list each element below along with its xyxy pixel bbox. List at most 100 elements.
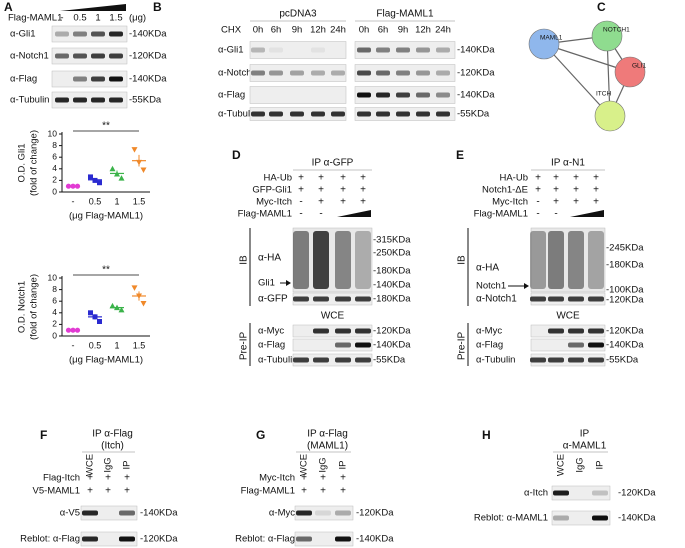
label: + (301, 473, 307, 484)
point (131, 147, 138, 153)
point (109, 165, 116, 172)
band (396, 92, 410, 98)
band (376, 92, 390, 98)
band (251, 47, 265, 53)
panel-label: A (4, 0, 13, 14)
label: α-Tubulin (258, 355, 297, 366)
blot (551, 485, 611, 501)
band (313, 328, 329, 334)
band (436, 47, 450, 53)
blot (249, 41, 347, 59)
label: -245KDa (606, 243, 644, 254)
panel-label: D (232, 148, 241, 162)
label: - (60, 13, 63, 24)
band (55, 97, 69, 103)
y-tick-label: 10 (48, 128, 58, 138)
label: CHX (221, 25, 242, 36)
panel-label: B (153, 0, 162, 14)
label: + (301, 486, 307, 497)
point (88, 174, 93, 180)
blot (249, 86, 347, 104)
label: -55KDa (129, 95, 162, 106)
point (70, 183, 76, 189)
significance: ** (102, 265, 110, 276)
label: 0.5 (73, 13, 86, 24)
y-axis-title: O.D. Notch1 (17, 281, 28, 333)
label: -315KDa (373, 235, 411, 246)
band (91, 97, 105, 103)
label: -120KDa (606, 326, 644, 337)
y-tick-label: 6 (52, 295, 57, 305)
label: Myc-Itch (492, 197, 528, 208)
smear (530, 231, 546, 289)
label: α-Notch1 (10, 51, 49, 62)
smear (568, 231, 584, 289)
band (55, 31, 69, 37)
lane-label: IP (595, 461, 606, 470)
x-tick-label: - (72, 196, 75, 206)
label: + (360, 173, 366, 184)
blot (551, 510, 611, 526)
label: 24h (435, 25, 451, 36)
label: + (298, 173, 304, 184)
band (73, 53, 87, 59)
y-tick-label: 8 (52, 284, 57, 294)
label: Reblot: α-MAML1 (474, 513, 548, 524)
x-tick-label: 1 (114, 196, 119, 206)
x-tick-label: 1 (114, 340, 119, 350)
label: + (535, 173, 541, 184)
band (55, 53, 69, 59)
label: + (105, 486, 111, 497)
rule (543, 43, 611, 117)
band (296, 510, 312, 516)
band (376, 47, 390, 53)
band (396, 111, 410, 117)
band (553, 490, 569, 496)
y-tick-label: 4 (52, 307, 57, 317)
label: (MAML1) (307, 441, 348, 452)
point (92, 177, 98, 183)
node-label: MAML1 (540, 35, 563, 42)
label: + (340, 197, 346, 208)
band (73, 31, 87, 37)
band (568, 328, 584, 334)
label: - (554, 209, 557, 220)
band (82, 536, 98, 542)
significance: ** (102, 121, 110, 132)
band (335, 328, 351, 334)
band (296, 536, 312, 542)
label: + (553, 197, 559, 208)
label: α-Gli1 (10, 29, 36, 40)
band (436, 92, 450, 98)
wedge (60, 4, 126, 11)
band (355, 357, 371, 363)
node (528, 28, 560, 60)
band (548, 296, 564, 302)
label: α-Tubulin (218, 109, 257, 120)
node-label: NOTCH1 (603, 27, 630, 34)
band (357, 111, 371, 117)
band (313, 296, 329, 302)
band (588, 296, 604, 302)
band (119, 536, 135, 542)
label: -120KDa (373, 326, 411, 337)
band (568, 296, 584, 302)
band (416, 111, 430, 117)
label: IB (239, 255, 250, 265)
label: α-Tubulin (10, 95, 49, 106)
label: Myc-Itch (256, 197, 292, 208)
lane-label: IgG (318, 457, 329, 472)
band (592, 515, 608, 521)
label: α-GFP (258, 294, 288, 305)
label: WCE (321, 311, 345, 322)
x-tick-label: 0.5 (89, 196, 102, 206)
x-tick-label: - (72, 340, 75, 350)
label: - (536, 197, 539, 208)
band (416, 70, 430, 76)
band (588, 328, 604, 334)
band (588, 357, 604, 363)
band (109, 53, 123, 59)
point (109, 302, 116, 309)
lane-label: WCE (85, 454, 96, 476)
label: -140KDa (606, 340, 644, 351)
